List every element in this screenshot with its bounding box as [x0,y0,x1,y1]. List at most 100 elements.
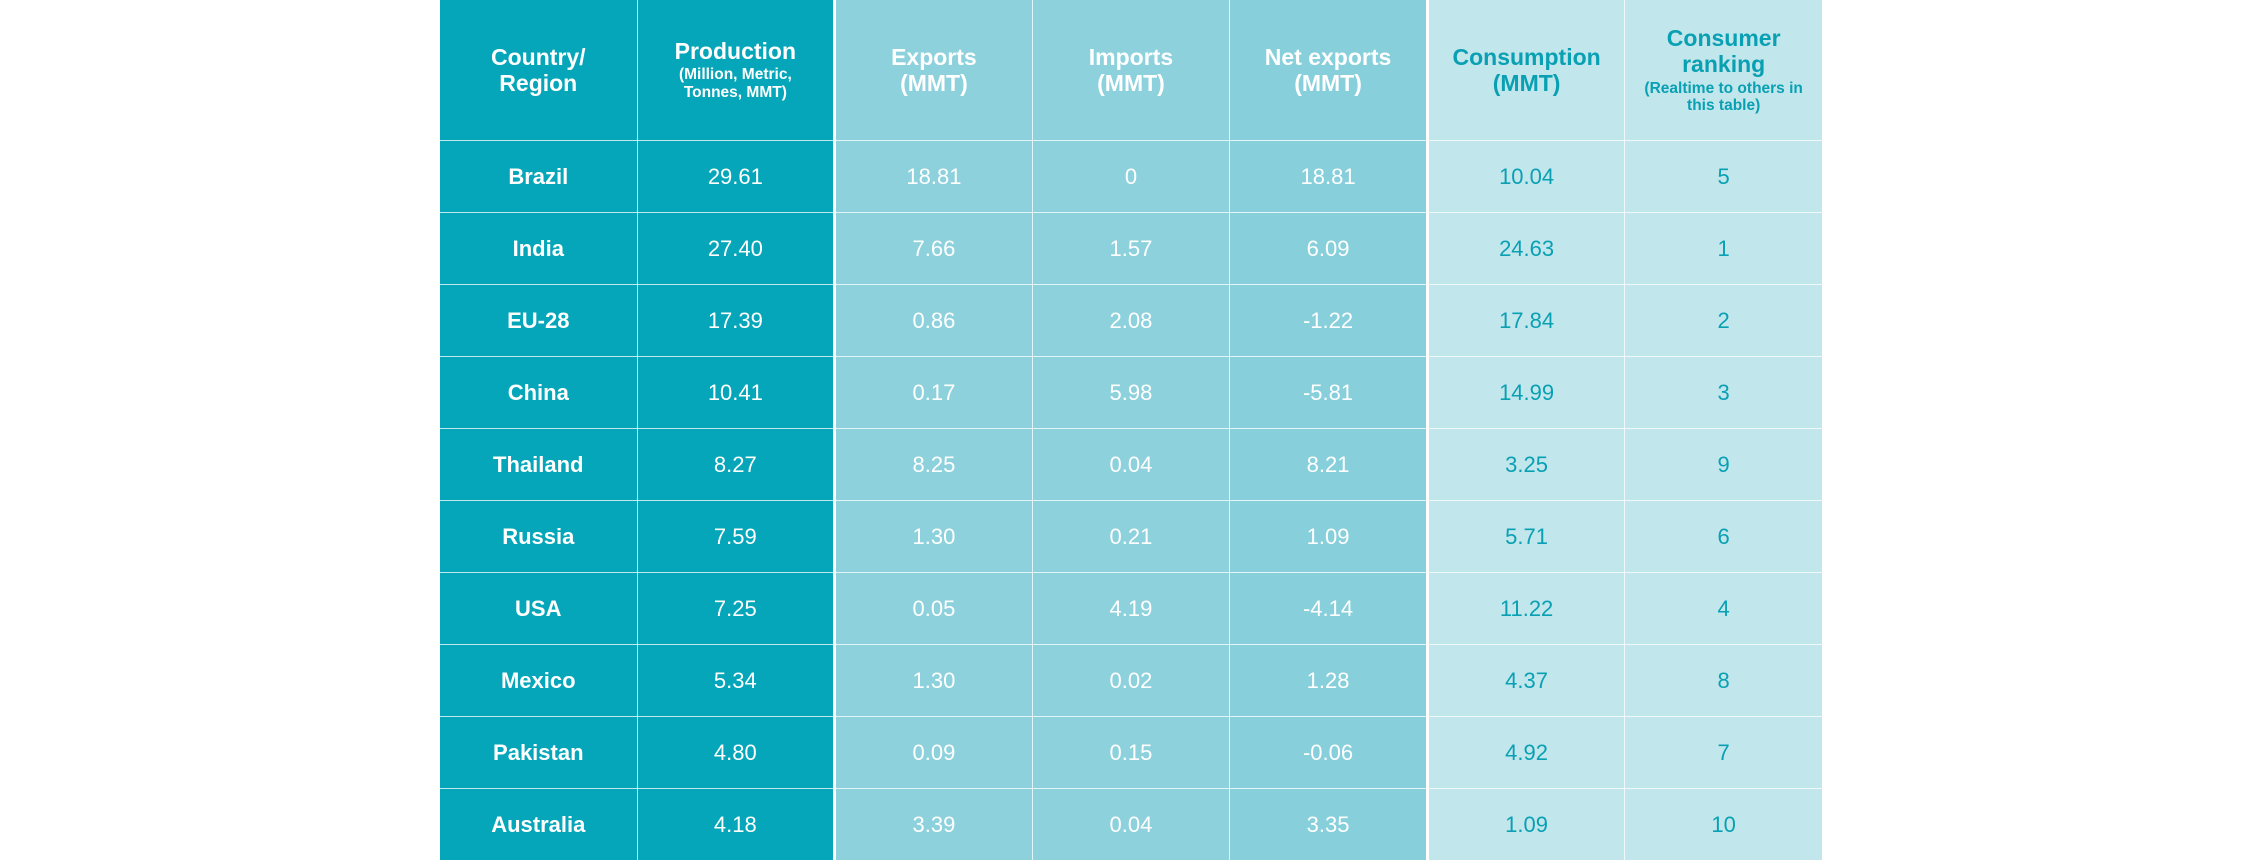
cell-ranking: 8 [1625,645,1823,717]
cell-net-exports: 18.81 [1230,141,1428,213]
cell-production: 10.41 [637,357,835,429]
header-production: Production (Million, Metric, Tonnes, MMT… [637,0,835,141]
cell-exports: 0.09 [835,717,1033,789]
cell-imports: 2.08 [1032,285,1230,357]
header-exports-unit: (MMT) [836,70,1032,96]
header-country-label: Country/ Region [440,44,637,97]
header-net-exports: Net exports (MMT) [1230,0,1428,141]
cell-country: Pakistan [440,717,638,789]
header-consumption-unit: (MMT) [1429,70,1625,96]
cell-ranking: 3 [1625,357,1823,429]
cell-consumption: 17.84 [1427,285,1625,357]
cell-imports: 4.19 [1032,573,1230,645]
header-consumption: Consumption (MMT) [1427,0,1625,141]
cell-country: China [440,357,638,429]
header-production-label: Production [638,38,834,64]
cell-ranking: 9 [1625,429,1823,501]
cell-country: EU-28 [440,285,638,357]
cell-production: 5.34 [637,645,835,717]
cell-imports: 0 [1032,141,1230,213]
header-production-unit: (Million, Metric, Tonnes, MMT) [638,66,834,102]
cell-production: 7.59 [637,501,835,573]
header-imports: Imports (MMT) [1032,0,1230,141]
cell-exports: 0.17 [835,357,1033,429]
cell-imports: 0.04 [1032,789,1230,860]
cell-consumption: 3.25 [1427,429,1625,501]
cell-net-exports: -0.06 [1230,717,1428,789]
cell-imports: 5.98 [1032,357,1230,429]
cell-exports: 0.86 [835,285,1033,357]
header-consumption-label: Consumption [1429,44,1625,70]
cell-exports: 18.81 [835,141,1033,213]
cell-ranking: 4 [1625,573,1823,645]
cell-net-exports: -1.22 [1230,285,1428,357]
cell-ranking: 10 [1625,789,1823,860]
cell-net-exports: -5.81 [1230,357,1428,429]
cell-ranking: 1 [1625,213,1823,285]
header-net-exports-unit: (MMT) [1230,70,1426,96]
cell-net-exports: 1.09 [1230,501,1428,573]
cell-exports: 3.39 [835,789,1033,860]
cell-imports: 0.04 [1032,429,1230,501]
cell-consumption: 11.22 [1427,573,1625,645]
cell-imports: 0.15 [1032,717,1230,789]
cell-country: USA [440,573,638,645]
cell-production: 27.40 [637,213,835,285]
cell-net-exports: -4.14 [1230,573,1428,645]
header-ranking-label: Consumer ranking [1625,25,1822,78]
cell-consumption: 4.37 [1427,645,1625,717]
cell-net-exports: 8.21 [1230,429,1428,501]
cell-production: 29.61 [637,141,835,213]
cell-imports: 0.21 [1032,501,1230,573]
cell-ranking: 5 [1625,141,1823,213]
header-exports: Exports (MMT) [835,0,1033,141]
header-imports-unit: (MMT) [1033,70,1230,96]
cell-consumption: 5.71 [1427,501,1625,573]
cell-production: 4.80 [637,717,835,789]
header-ranking: Consumer ranking (Realtime to others in … [1625,0,1823,141]
cell-country: Mexico [440,645,638,717]
cell-exports: 1.30 [835,501,1033,573]
header-row: Country/ Region Production (Million, Met… [440,0,1823,141]
cell-exports: 1.30 [835,645,1033,717]
cell-country: Australia [440,789,638,860]
cell-imports: 0.02 [1032,645,1230,717]
cell-exports: 0.05 [835,573,1033,645]
cell-production: 8.27 [637,429,835,501]
cell-consumption: 14.99 [1427,357,1625,429]
cell-consumption: 1.09 [1427,789,1625,860]
cell-country: Thailand [440,429,638,501]
cell-country: Brazil [440,141,638,213]
cell-exports: 7.66 [835,213,1033,285]
cell-net-exports: 3.35 [1230,789,1428,860]
header-exports-label: Exports [836,44,1032,70]
cell-ranking: 7 [1625,717,1823,789]
cell-country: India [440,213,638,285]
cell-imports: 1.57 [1032,213,1230,285]
cell-production: 17.39 [637,285,835,357]
header-ranking-unit: (Realtime to others in this table) [1625,80,1822,116]
header-imports-label: Imports [1033,44,1230,70]
cell-consumption: 4.92 [1427,717,1625,789]
cell-consumption: 10.04 [1427,141,1625,213]
cell-exports: 8.25 [835,429,1033,501]
header-country: Country/ Region [440,0,638,141]
cell-ranking: 2 [1625,285,1823,357]
cell-net-exports: 6.09 [1230,213,1428,285]
header-net-exports-label: Net exports [1230,44,1426,70]
cell-country: Russia [440,501,638,573]
cell-production: 7.25 [637,573,835,645]
cell-consumption: 24.63 [1427,213,1625,285]
cell-net-exports: 1.28 [1230,645,1428,717]
